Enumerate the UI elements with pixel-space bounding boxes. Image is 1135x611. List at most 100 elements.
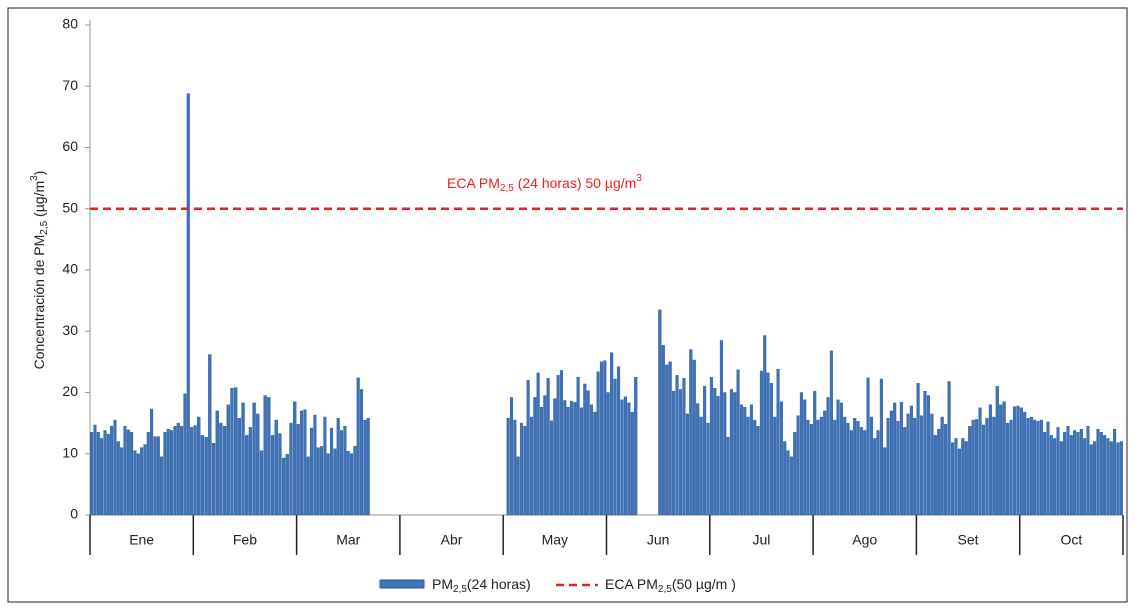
bar — [809, 424, 813, 516]
bar — [274, 419, 278, 516]
bar — [1073, 430, 1077, 516]
y-axis-title-part: Concentración de PM — [31, 235, 47, 370]
bar — [709, 376, 713, 516]
bar — [846, 422, 850, 516]
bar — [975, 419, 979, 516]
bar — [713, 388, 717, 516]
bar — [569, 400, 574, 516]
bar — [682, 378, 686, 516]
y-axis-title: Concentración de PM2,5 (µg/m3) — [29, 171, 50, 370]
bar — [1012, 406, 1017, 516]
bar — [1029, 416, 1033, 516]
bar — [546, 378, 550, 516]
bar — [197, 416, 201, 516]
bar — [323, 416, 327, 516]
threshold-label-part: ECA PM — [447, 174, 500, 190]
bar — [859, 427, 863, 516]
bar — [753, 419, 757, 516]
bar — [630, 411, 634, 516]
legend-label-part: (50 µg/m ) — [672, 576, 736, 592]
bar — [219, 422, 223, 516]
bar — [96, 432, 100, 516]
y-axis-title-part: 2,5 — [39, 220, 50, 234]
bar — [773, 416, 777, 516]
bar — [208, 354, 212, 516]
bar — [961, 438, 965, 516]
bar — [606, 392, 610, 516]
bar — [843, 416, 847, 516]
bar — [783, 441, 787, 516]
bar — [1026, 418, 1030, 516]
bar — [536, 372, 540, 516]
bar — [306, 456, 310, 516]
bar — [819, 416, 823, 516]
bar — [726, 437, 730, 516]
bar — [610, 352, 614, 516]
bar — [1086, 425, 1090, 516]
bar — [766, 372, 770, 516]
bar — [1099, 432, 1103, 516]
bar — [320, 446, 324, 516]
bar — [1016, 405, 1020, 516]
bar — [661, 345, 665, 516]
bar — [245, 435, 249, 516]
y-tick-label: 40 — [62, 261, 78, 277]
threshold-label-part: 3 — [636, 172, 642, 183]
bar — [1083, 438, 1087, 516]
bar — [689, 349, 693, 516]
bar — [93, 424, 97, 516]
bar — [749, 404, 753, 516]
bar — [947, 381, 951, 516]
bar — [281, 457, 286, 516]
bar — [90, 432, 94, 516]
bar — [1103, 435, 1107, 516]
bar — [930, 413, 934, 516]
bar — [573, 402, 577, 516]
bar — [519, 422, 524, 516]
bar — [526, 380, 530, 516]
y-tick-label: 30 — [62, 322, 78, 338]
bar — [1046, 421, 1050, 516]
bar — [506, 418, 510, 516]
bar — [950, 442, 955, 516]
bar — [806, 419, 810, 516]
bar — [360, 389, 364, 516]
threshold-label: ECA PM2,5 (24 horas) 50 µg/m3 — [447, 172, 642, 193]
bar — [566, 407, 570, 516]
bar — [971, 419, 975, 516]
bar — [509, 397, 514, 516]
bar — [1079, 429, 1083, 516]
bar — [836, 399, 840, 516]
bar — [883, 447, 887, 516]
bar — [529, 416, 534, 516]
y-tick-label: 70 — [62, 77, 78, 93]
bar — [763, 335, 767, 516]
bar — [296, 424, 300, 516]
y-axis-title-part: (µg/m — [31, 181, 47, 221]
bar — [576, 376, 580, 516]
bar — [926, 395, 930, 516]
bar — [1023, 411, 1027, 516]
bar — [133, 450, 137, 516]
bar — [833, 419, 837, 516]
x-tick-label: Jun — [647, 532, 670, 548]
bar — [1066, 425, 1070, 516]
x-tick-label: Feb — [233, 532, 257, 548]
bar — [343, 425, 347, 516]
bar — [130, 432, 134, 516]
bar — [293, 401, 297, 516]
bar — [703, 386, 707, 516]
bar — [1059, 441, 1063, 516]
bar — [743, 407, 747, 516]
bar — [803, 399, 807, 516]
bar — [853, 418, 857, 516]
legend-swatch — [379, 579, 425, 589]
bar — [786, 450, 790, 516]
bar — [1039, 419, 1043, 516]
bar — [589, 404, 594, 516]
bar — [823, 410, 827, 516]
bar — [1096, 429, 1100, 516]
bar — [156, 436, 160, 516]
bar — [999, 404, 1003, 516]
bar — [992, 416, 996, 516]
